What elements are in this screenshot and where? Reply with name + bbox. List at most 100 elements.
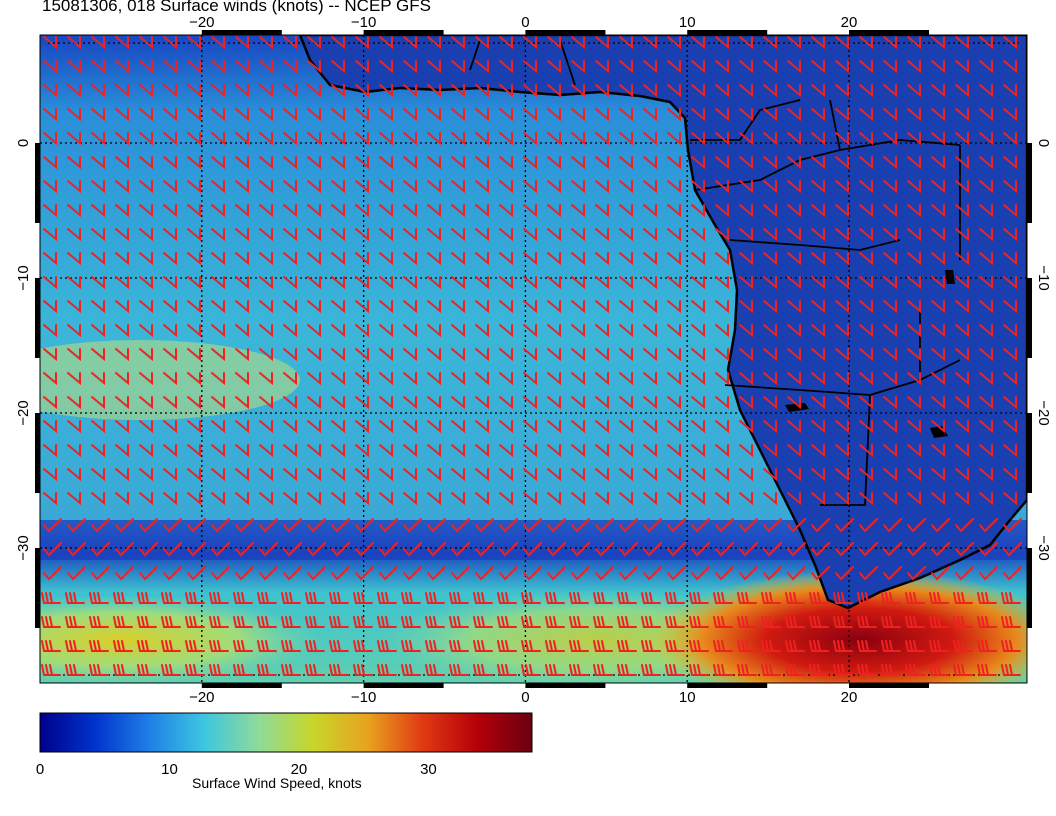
wind-barb	[619, 468, 633, 482]
wind-barb	[115, 492, 129, 506]
wind-barb	[641, 664, 661, 676]
wind-barb	[523, 372, 537, 386]
wind-barb	[67, 60, 81, 74]
wind-barb	[211, 324, 225, 338]
wind-barb	[643, 518, 662, 533]
wind-barb	[859, 372, 873, 386]
wind-barb	[499, 468, 513, 482]
wind-barb	[403, 180, 417, 194]
wind-barb	[715, 444, 729, 458]
wind-barb	[883, 180, 897, 194]
wind-barb	[643, 468, 657, 482]
wind-barb	[473, 664, 493, 676]
wind-barb	[355, 444, 369, 458]
wind-barb	[595, 348, 609, 362]
wind-barb	[43, 60, 57, 74]
colorbar-tick-labels: 0 10 20 30	[36, 761, 437, 778]
frame-tick-bar	[35, 413, 40, 493]
frame-tick-bar	[201, 30, 282, 35]
wind-barb	[859, 252, 873, 266]
wind-barb	[571, 324, 585, 338]
wind-barb	[715, 156, 729, 170]
wind-barb	[65, 664, 85, 676]
wind-barb	[475, 84, 489, 98]
wind-barb	[307, 60, 321, 74]
wind-barb	[523, 204, 537, 218]
wind-barb	[905, 640, 925, 652]
wind-barb	[547, 420, 561, 434]
wind-barb	[115, 276, 129, 290]
wind-barb	[523, 180, 537, 194]
wind-barb	[91, 36, 105, 50]
wind-barb	[787, 444, 801, 458]
wind-barb	[689, 616, 709, 628]
wind-barb	[785, 640, 805, 652]
wind-barb	[185, 664, 205, 676]
wind-barb	[787, 492, 801, 506]
wind-barb	[571, 228, 585, 242]
wind-barb	[523, 420, 537, 434]
wind-barb	[187, 60, 201, 74]
wind-barb	[283, 324, 297, 338]
wind-barb	[835, 276, 849, 290]
wind-barb	[811, 396, 825, 410]
wind-barb	[811, 228, 825, 242]
wind-barb	[979, 84, 993, 98]
wind-barb	[187, 108, 201, 122]
wind-barb	[499, 372, 513, 386]
wind-barb	[595, 566, 614, 581]
frame-tick-bar	[687, 30, 768, 35]
wind-barb	[451, 542, 470, 557]
wind-barb	[883, 36, 897, 50]
wind-barb	[475, 396, 489, 410]
wind-barb	[521, 592, 541, 604]
wind-barb	[931, 156, 945, 170]
wind-barb	[545, 664, 565, 676]
wind-barb	[763, 468, 777, 482]
wind-barb	[427, 566, 446, 581]
wind-barb	[931, 276, 945, 290]
wind-barb	[979, 396, 993, 410]
wind-barb	[307, 84, 321, 98]
wind-barb	[499, 252, 513, 266]
wind-barb	[547, 252, 561, 266]
wind-barb	[665, 640, 685, 652]
wind-barb	[307, 372, 321, 386]
wind-barb	[1001, 664, 1021, 676]
wind-barb	[499, 396, 513, 410]
wind-barb	[403, 518, 422, 533]
wind-barb	[763, 60, 777, 74]
wind-barb	[571, 518, 590, 533]
wind-speed-field	[40, 35, 1027, 683]
wind-barb	[595, 276, 609, 290]
wind-barb	[139, 228, 153, 242]
wind-barb	[185, 616, 205, 628]
wind-barb	[569, 640, 589, 652]
wind-barb	[665, 592, 685, 604]
wind-barb	[907, 348, 921, 362]
wind-barb	[929, 592, 949, 604]
wind-barb	[259, 396, 273, 410]
wind-barb	[353, 592, 373, 604]
wind-barb	[1003, 180, 1017, 194]
wind-barb	[499, 324, 513, 338]
wind-barb	[305, 592, 325, 604]
wind-barb	[211, 396, 225, 410]
wind-barb	[811, 108, 825, 122]
wind-barb	[907, 396, 921, 410]
wind-barb	[787, 566, 806, 581]
wind-barb	[427, 492, 441, 506]
wind-barb	[329, 640, 349, 652]
wind-barb	[955, 492, 969, 506]
wind-barb	[595, 108, 609, 122]
wind-barb	[427, 180, 441, 194]
wind-barb	[281, 664, 301, 676]
africa-landmass	[298, 35, 1027, 610]
wind-barb	[811, 566, 830, 581]
wind-barb	[355, 276, 369, 290]
wind-barb	[619, 276, 633, 290]
wind-barb	[425, 640, 445, 652]
colorbar-tick-label: 30	[420, 761, 437, 778]
wind-barb	[691, 518, 710, 533]
